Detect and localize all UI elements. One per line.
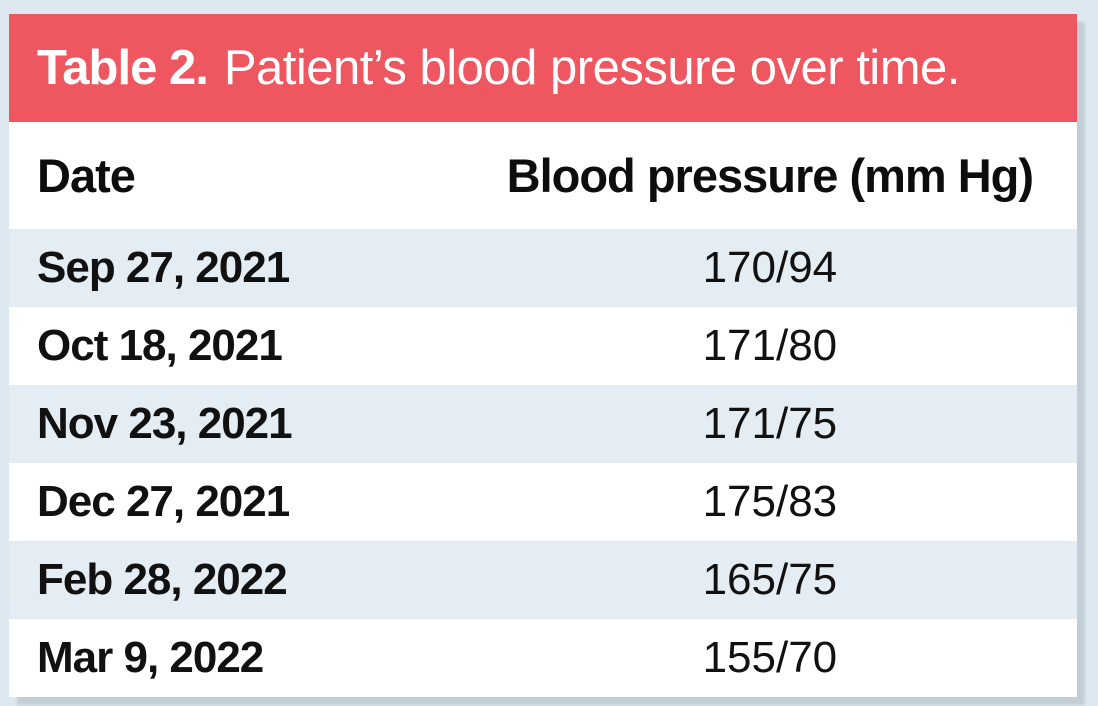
date-cell: Sep 27, 2021 [37, 243, 290, 292]
table-header-bar: Table 2. Patient’s blood pressure over t… [9, 14, 1077, 122]
table-row: Nov 23, 2021 171/75 [9, 385, 1077, 463]
bp-value-cell: 171/75 [702, 399, 838, 448]
table-row: Mar 9, 2022 155/70 [9, 619, 1077, 697]
table-row: Oct 18, 2021 171/80 [9, 307, 1077, 385]
table-row: Feb 28, 2022 165/75 [9, 541, 1077, 619]
bp-value-cell: 155/70 [702, 633, 838, 682]
bp-value-cell: 165/75 [702, 555, 838, 604]
table-title: Patient’s blood pressure over time. [223, 41, 961, 95]
table-body: Sep 27, 2021 170/94 Oct 18, 2021 171/80 Nov … [9, 229, 1077, 697]
date-cell: Nov 23, 2021 [37, 399, 293, 448]
table-number-label: Table 2. [37, 41, 209, 95]
date-cell: Dec 27, 2021 [37, 477, 290, 526]
bp-value-cell: 170/94 [702, 243, 838, 292]
column-header-date: Date [37, 149, 136, 202]
table-row: Dec 27, 2021 175/83 [9, 463, 1077, 541]
table-row: Sep 27, 2021 170/94 [9, 229, 1077, 307]
date-cell: Mar 9, 2022 [37, 633, 264, 682]
column-header-row: Date Blood pressure (mm Hg) [9, 122, 1077, 229]
table-card: Table 2. Patient’s blood pressure over t… [9, 14, 1077, 697]
bp-value-cell: 171/80 [702, 321, 838, 370]
date-cell: Feb 28, 2022 [37, 555, 288, 604]
column-header-bp: Blood pressure (mm Hg) [506, 149, 1034, 202]
date-cell: Oct 18, 2021 [37, 321, 283, 370]
blood-pressure-table: Date Blood pressure (mm Hg) Sep 27, 2021… [9, 122, 1077, 697]
table-head: Date Blood pressure (mm Hg) [9, 122, 1077, 229]
bp-value-cell: 175/83 [702, 477, 838, 526]
